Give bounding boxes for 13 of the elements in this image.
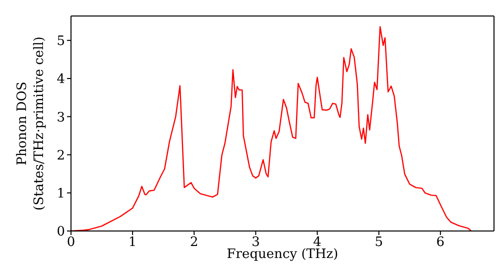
- y-tick-label: 5: [56, 34, 65, 50]
- y-tick-label: 2: [56, 148, 65, 164]
- y-tick-label: 4: [56, 72, 65, 88]
- x-tick-label: 2: [190, 235, 198, 250]
- y-tick-label: 3: [56, 110, 65, 126]
- x-tick-label: 5: [374, 235, 383, 250]
- x-tick-label: 6: [436, 235, 445, 250]
- x-tick-label: 0: [66, 235, 76, 250]
- y-tick-label: 1: [56, 186, 65, 202]
- x-tick-label: 1: [128, 235, 137, 250]
- y-axis-title: Phonon DOS (States/THz·primitive cell): [15, 36, 47, 211]
- y-tick-label: 0: [56, 224, 65, 240]
- line-series: [71, 26, 472, 231]
